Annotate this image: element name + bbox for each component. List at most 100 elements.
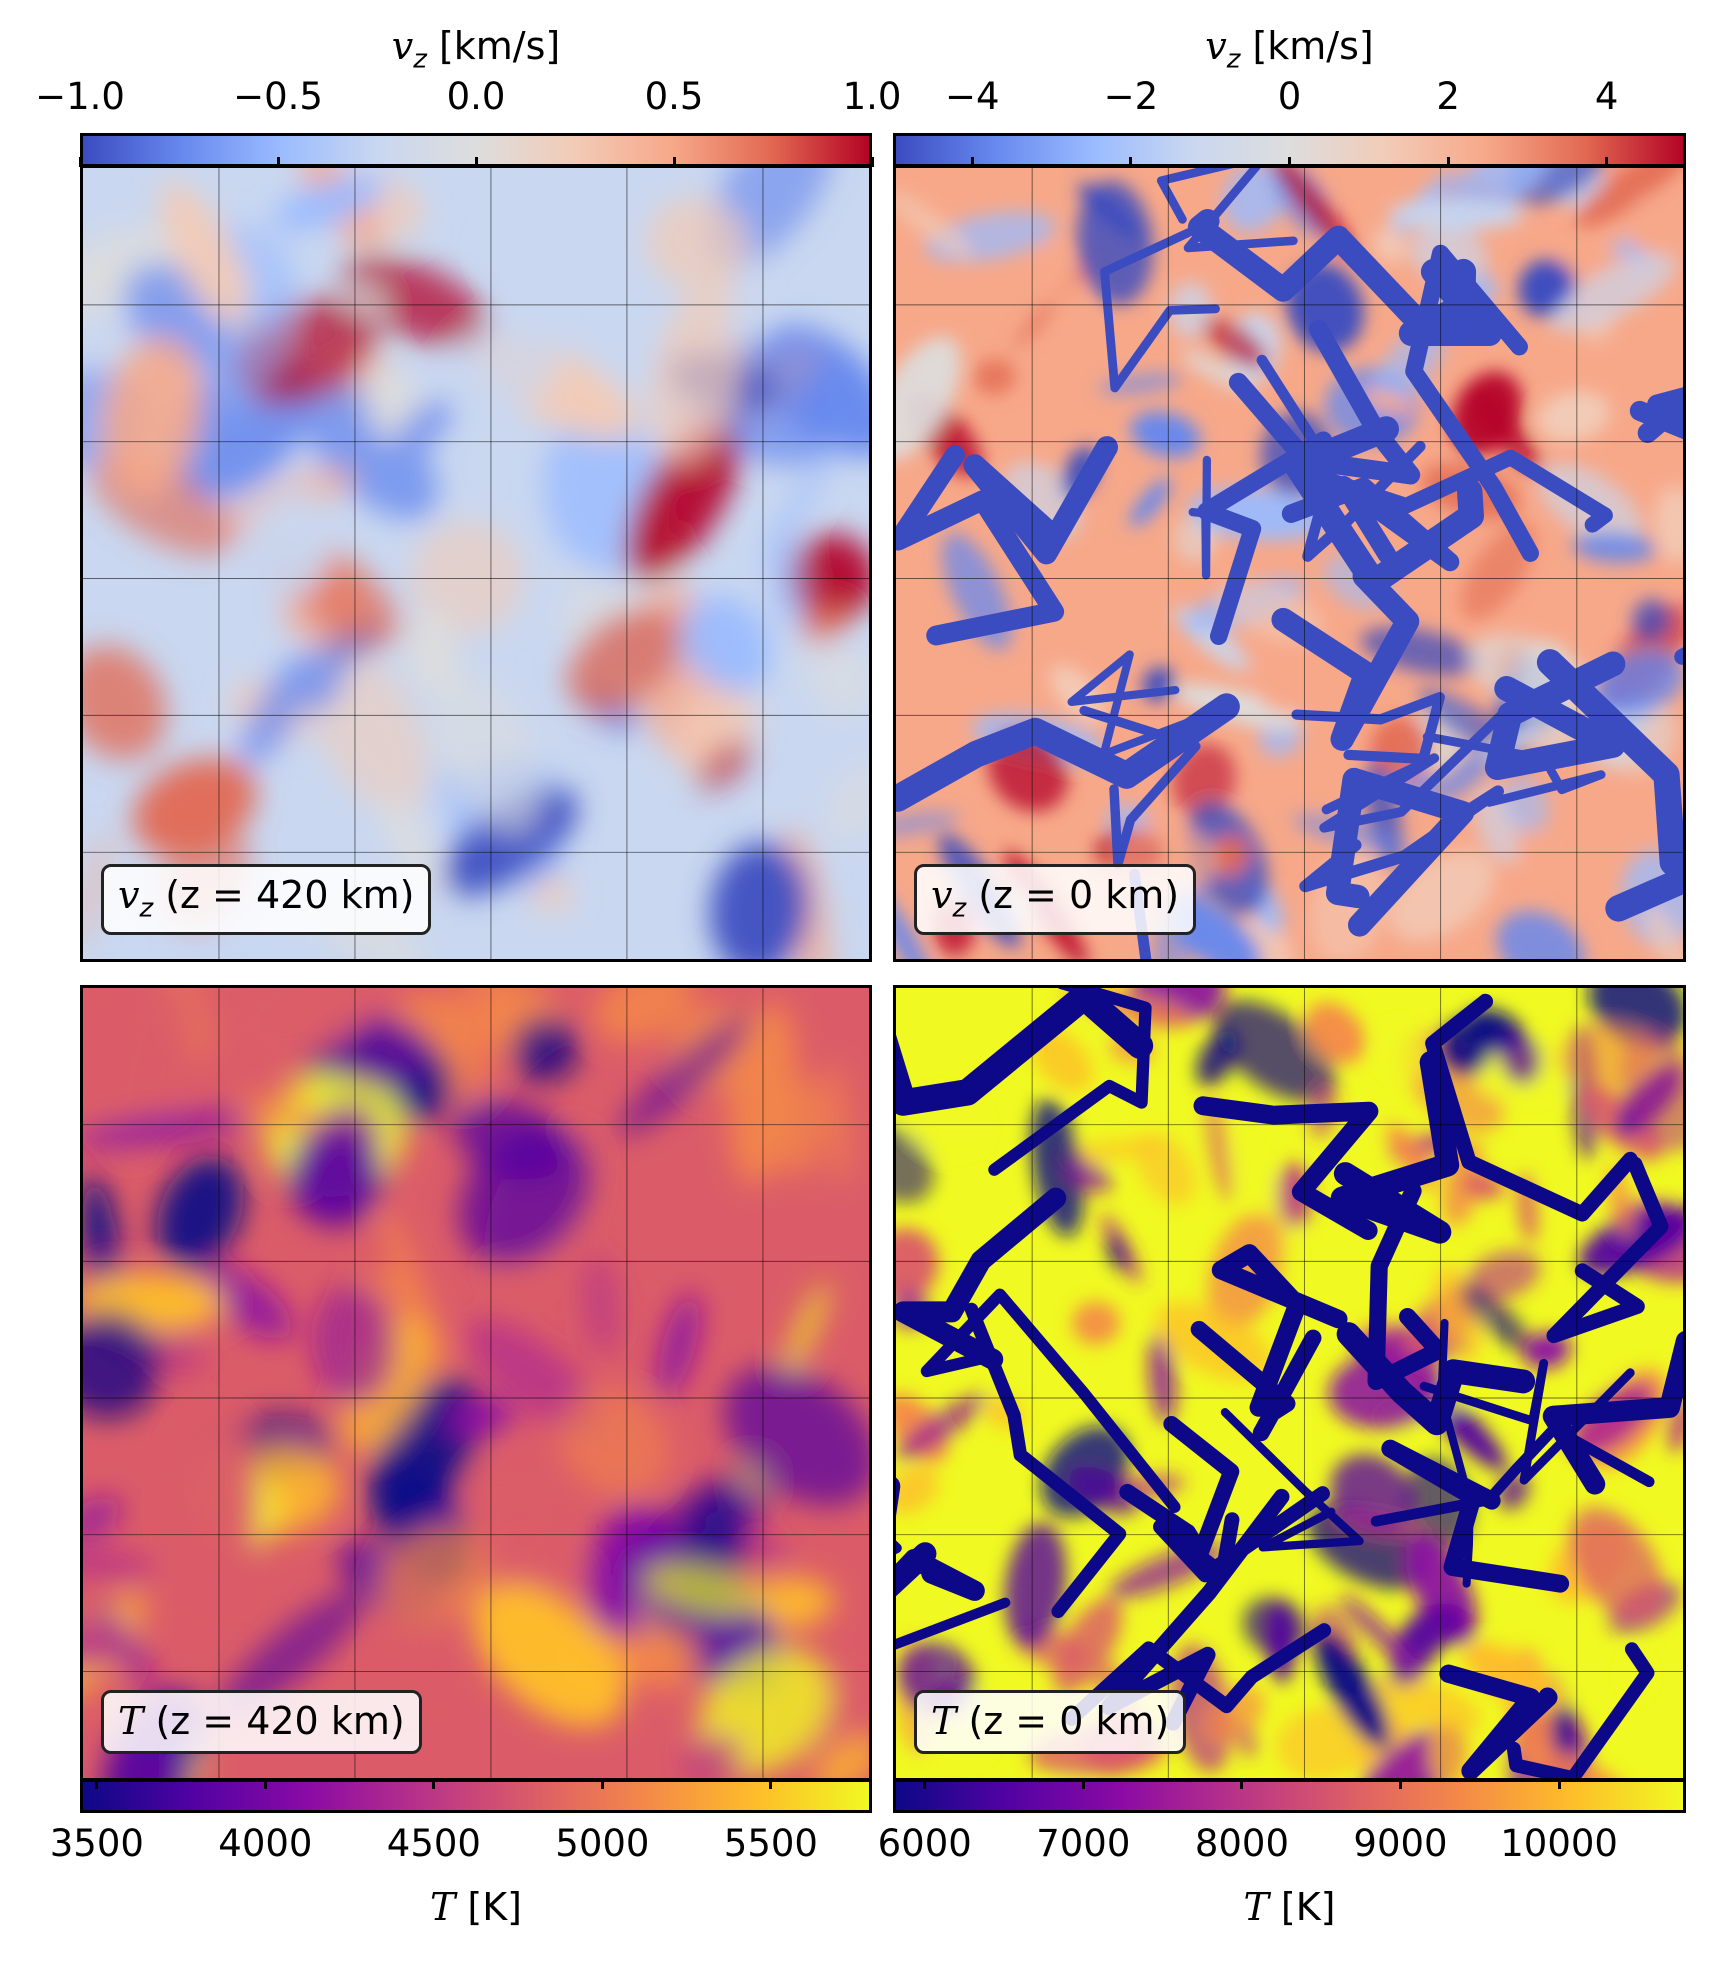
panel-top-left-blob <box>83 830 111 946</box>
colorbar-label-top-right-symbol: v <box>1205 24 1227 68</box>
colorbar-tick-mark <box>1081 1779 1085 1789</box>
panel-bottom-right-label-text: (z = 0 km) <box>956 1699 1170 1743</box>
panel-top-right-lane <box>896 693 1240 812</box>
panel-bottom-right-blob <box>1148 1333 1177 1424</box>
colorbar-label-bottom-left-text: [K] <box>455 1885 523 1929</box>
panel-bottom-left-blob <box>784 1282 829 1375</box>
colorbar-tick-label: 9000 <box>1353 1822 1448 1865</box>
panel-top-right-blob <box>896 191 973 259</box>
panel-top-right-lane <box>1188 455 1229 580</box>
panel-top-left-blob <box>341 256 488 347</box>
panel-bottom-right-lane <box>1220 1408 1364 1552</box>
panel-bottom-right-blob <box>896 1393 987 1461</box>
panel-top-left-blob <box>102 337 203 496</box>
colorbar-label-top-right-text: [km/s] <box>1240 24 1374 68</box>
colorbar-tick-mark <box>95 1779 99 1789</box>
colorbar-tick-mark <box>923 1779 927 1789</box>
colorbar-label-top-left-subscript: z <box>413 44 427 75</box>
panel-top-right-lane <box>1325 767 1475 937</box>
panel-bottom-left-blob <box>723 1366 869 1507</box>
panel-bottom-right-lane <box>1336 1322 1536 1436</box>
panel-top-right-lane <box>1128 868 1152 959</box>
panel-top-right-blob <box>1575 168 1683 228</box>
panel-bottom-left-blob <box>224 988 385 1065</box>
panel-bottom-right-blob <box>1235 1135 1300 1267</box>
colorbar-label-bottom-left: T [K] <box>430 1885 522 1929</box>
panel-bottom-left-blob <box>444 988 519 1105</box>
panel-top-right-blob <box>1631 598 1670 642</box>
panel-bottom-right-blob <box>1569 1506 1664 1623</box>
panel-bottom-right-lane <box>1439 1664 1558 1778</box>
colorbar-bottom-right <box>893 1779 1686 1813</box>
panel-bottom-left-blob <box>287 1127 384 1228</box>
panel-bottom-right-blob <box>896 1465 939 1515</box>
panel-top-left-blob <box>803 645 829 678</box>
panel-top-left-blob <box>709 842 809 959</box>
panel-top-right-blob <box>1537 391 1610 442</box>
panel-bottom-right-blob <box>1374 1018 1425 1085</box>
panel-bottom-left-blob <box>83 1109 252 1148</box>
panel-bottom-right-lane <box>896 1540 1011 1650</box>
panel-bottom-right-blob <box>1465 1250 1541 1301</box>
colorbar-tick-mark <box>1399 1779 1403 1789</box>
panel-bottom-left-blob <box>83 1311 162 1419</box>
colorbar-tick-mark <box>263 1779 267 1789</box>
panel-bottom-left-blob <box>511 1016 579 1083</box>
colorbar-tick-label: 4000 <box>218 1822 313 1865</box>
panel-bottom-left-label: T (z = 420 km) <box>101 1690 422 1754</box>
colorbar-tick-label: −2 <box>1103 75 1159 118</box>
panel-top-left-blob <box>398 400 453 450</box>
panel-bottom-right-blob <box>1428 1716 1469 1778</box>
panel-top-left-blob <box>788 534 869 622</box>
panel-bottom-right-lane <box>920 1288 1181 1513</box>
colorbar-label-bottom-right-text: [K] <box>1268 1885 1336 1929</box>
colorbar-tick-label: 4500 <box>386 1822 481 1865</box>
panel-bottom-left-blob <box>312 1284 396 1405</box>
panel-top-left-blob <box>645 197 749 290</box>
colorbar-tick-label: 5000 <box>555 1822 650 1865</box>
panel-bottom-left-blob <box>83 1549 156 1578</box>
colorbar-tick-mark <box>600 1779 604 1789</box>
panel-top-left-blob <box>160 182 253 333</box>
panel-top-right-lane <box>1536 649 1683 922</box>
panel-bottom-left-blob <box>218 1590 366 1718</box>
panel-top-left-blob <box>626 415 742 581</box>
panel-bottom-left-blob <box>473 1583 626 1727</box>
colorbar-tick-label: 1.0 <box>842 75 902 118</box>
panel-bottom-right-lane <box>988 988 1152 1176</box>
colorbar-tick-mark <box>1446 157 1450 167</box>
panel-top-right-blob <box>1041 240 1083 345</box>
colorbar-tick-mark <box>1129 157 1133 167</box>
panel-bottom-right-blob <box>1004 1522 1067 1649</box>
panel-top-right-blob <box>896 811 960 838</box>
panel-bottom-right-lane <box>1330 1050 1460 1244</box>
panel-top-left-blob <box>239 490 335 603</box>
colorbar-tick-mark <box>769 1779 773 1789</box>
colorbar-tick-mark <box>78 157 82 167</box>
panel-top-left-blob <box>302 644 349 714</box>
panel-bottom-right-blob <box>1341 1594 1425 1680</box>
panel-bottom-left: T (z = 420 km) <box>80 985 872 1781</box>
panel-top-left-blob <box>683 596 772 693</box>
panel-bottom-left-blob <box>446 1399 514 1437</box>
panel-bottom-right-blob <box>1372 1675 1482 1733</box>
panel-bottom-right-lane <box>896 1187 1067 1370</box>
panel-bottom-left-blob <box>379 1524 488 1628</box>
panel-top-left-label-text: (z = 420 km) <box>153 873 415 918</box>
colorbar-label-top-left: vz [km/s] <box>392 24 560 75</box>
panel-top-right-field <box>896 168 1683 959</box>
panel-top-left-blob <box>433 673 544 837</box>
panel-bottom-left-blob <box>630 1625 701 1690</box>
panel-top-left-label-symbol: v <box>118 873 140 918</box>
panel-bottom-left-blob <box>340 1317 433 1454</box>
colorbar-bottom-left <box>80 1779 872 1813</box>
colorbar-tick-label: 7000 <box>1036 1822 1131 1865</box>
panel-top-left-blob <box>566 607 682 712</box>
panel-bottom-left-blob <box>558 1388 669 1498</box>
panel-top-right-blob <box>1626 192 1683 252</box>
panel-top-left-blob <box>83 645 167 760</box>
panel-bottom-right-lane <box>1370 1423 1655 1527</box>
panel-top-right-blob <box>1130 411 1201 458</box>
panel-bottom-left-blob <box>681 1733 744 1778</box>
panel-top-right-label-subscript: z <box>952 894 967 924</box>
